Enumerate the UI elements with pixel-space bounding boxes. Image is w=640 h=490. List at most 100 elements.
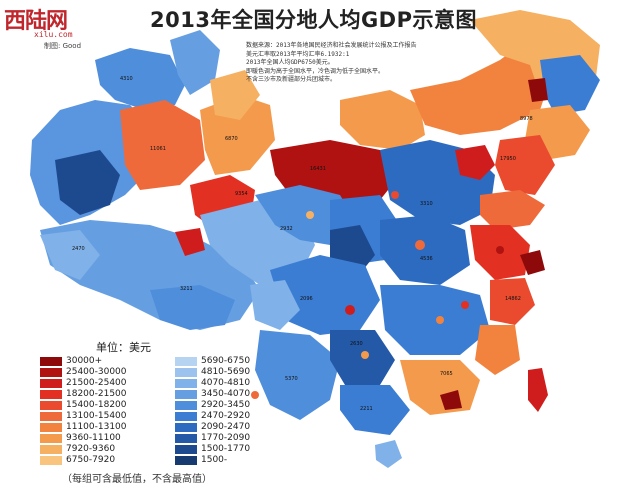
map-label: 2096 (300, 296, 313, 302)
legend-label: 13100-15400 (66, 411, 127, 421)
legend-item: 2470-2920 (175, 411, 305, 422)
map-label: 2932 (280, 226, 293, 232)
legend-label: 9360-11100 (66, 433, 121, 443)
city-dot (391, 191, 399, 199)
legend-item: 11100-13100 (40, 422, 170, 433)
legend-label: 1770-2090 (201, 433, 251, 443)
legend-swatch (40, 357, 62, 366)
legend-swatch (175, 434, 197, 443)
legend-label: 11100-13100 (66, 422, 127, 432)
legend-item: 4070-4810 (175, 378, 305, 389)
region-qinghai-red (175, 228, 205, 256)
region-xinjiang-north (95, 48, 185, 110)
legend-item: 21500-25400 (40, 378, 170, 389)
legend-swatch (40, 401, 62, 410)
map-label: 3310 (420, 201, 433, 207)
legend-item: 6750-7920 (40, 455, 170, 466)
region-fujian (475, 325, 520, 375)
region-red-dot-ne (528, 78, 548, 102)
legend-swatch (175, 390, 197, 399)
legend-item: 7920-9360 (40, 444, 170, 455)
legend-item: 1500- (175, 455, 305, 466)
legend-label: 7920-9360 (66, 444, 116, 454)
region-hunan-jiangxi (380, 285, 490, 355)
city-dot (436, 316, 444, 324)
city-dot (361, 351, 369, 359)
legend-label: 4070-4810 (201, 378, 251, 388)
region-xinjiang-dark (55, 150, 120, 215)
city-dot (415, 240, 425, 250)
legend-swatch (175, 423, 197, 432)
legend-swatch (175, 379, 197, 388)
legend-item: 2090-2470 (175, 422, 305, 433)
note-line: 即暖色调为高于全国水平，冷色调为低于全国水平。 (246, 67, 385, 75)
legend-item: 9360-11100 (40, 433, 170, 444)
map-label: 5370 (285, 376, 298, 382)
region-henan-hubei (380, 215, 470, 285)
legend-label: 5690-6750 (201, 356, 251, 366)
region-inner-mongolia-east (410, 45, 550, 135)
legend-label: 2090-2470 (201, 422, 251, 432)
region-tibet-south (150, 285, 235, 330)
map-title: 2013年全国分地人均GDP示意图 (150, 8, 478, 32)
region-guangdong (400, 360, 480, 415)
legend-item: 1770-2090 (175, 433, 305, 444)
region-sichuan-light (250, 280, 300, 330)
map-credit: 制图: Good (44, 42, 82, 50)
map-label: 17950 (500, 156, 516, 162)
region-xinjiang-tan (210, 70, 260, 120)
legend-label: 2920-3450 (201, 400, 251, 410)
region-heilongjiang-blue (540, 55, 600, 115)
legend-label: 18200-21500 (66, 389, 127, 399)
logo-site-text: xilu.com (34, 30, 73, 39)
legend-label: 4810-5690 (201, 367, 251, 377)
region-liaoning (495, 135, 555, 195)
region-shandong (480, 190, 545, 230)
map-label: 2470 (72, 246, 85, 252)
legend-item: 3450-4070 (175, 389, 305, 400)
note-line: 数据来源：2013年各地国民经济和社会发展统计公报及工作报告 (246, 42, 417, 49)
region-shenzhen (440, 390, 462, 410)
region-tibet-west (40, 230, 100, 280)
legend-label: 1500- (201, 455, 228, 465)
legend-item: 13100-15400 (40, 411, 170, 422)
map-label: 16431 (310, 166, 326, 172)
legend-item: 4810-5690 (175, 367, 305, 378)
legend-swatch (40, 412, 62, 421)
note-line: 2013年全国人均GDP6750美元。 (246, 59, 334, 66)
region-hainan (375, 440, 402, 468)
legend-swatch (40, 434, 62, 443)
note-line: 不含三沙市及新疆部分兵团城市。 (246, 76, 337, 83)
legend-item: 2920-3450 (175, 400, 305, 411)
legend-label: 30000+ (66, 356, 103, 366)
legend-swatch (40, 445, 62, 454)
legend-swatch (40, 456, 62, 465)
legend-label: 2470-2920 (201, 411, 251, 421)
region-yunnan (255, 330, 340, 420)
map-label: 14862 (505, 296, 521, 302)
legend-swatch (175, 401, 197, 410)
note-line: 美元汇率取2013年平均汇率6.1932:1 (246, 50, 350, 58)
map-label: 2630 (350, 341, 363, 347)
city-dot (306, 211, 314, 219)
city-dot (251, 391, 259, 399)
legend-label: 6750-7920 (66, 455, 116, 465)
legend-item: 5690-6750 (175, 356, 305, 367)
legend-item: 18200-21500 (40, 389, 170, 400)
map-label: 11061 (150, 146, 166, 152)
legend-swatch (175, 412, 197, 421)
map-label: 4536 (420, 256, 433, 262)
map-label: 8978 (520, 116, 533, 122)
legend-item: 1500-1770 (175, 444, 305, 455)
map-label: 3211 (180, 286, 193, 292)
city-dot (496, 246, 504, 254)
region-sichuan (270, 255, 380, 335)
legend-item: 30000+ (40, 356, 170, 367)
legend-footnote: （每组可含最低值，不含最高值） (62, 474, 212, 485)
region-taiwan (528, 368, 548, 412)
region-zhejiang (490, 278, 535, 325)
legend-label: 1500-1770 (201, 444, 251, 454)
legend-swatch (175, 456, 197, 465)
map-label: 2211 (360, 406, 373, 412)
